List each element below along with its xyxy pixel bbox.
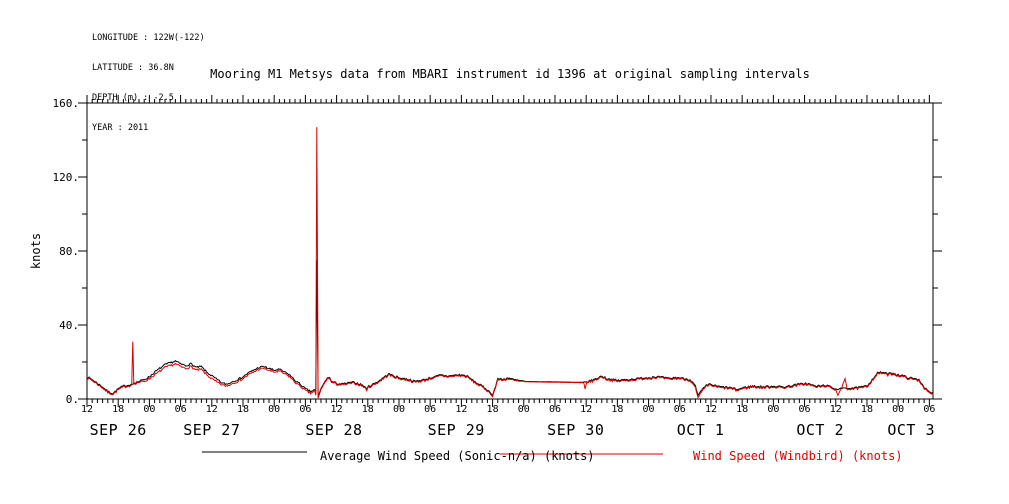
x-hour-tick-label: 00 <box>143 404 156 415</box>
x-hour-tick-label: 06 <box>299 404 312 415</box>
x-hour-tick-label: 06 <box>174 404 187 415</box>
x-hour-tick-label: 18 <box>860 404 873 415</box>
x-hour-tick-label: 00 <box>268 404 281 415</box>
plot-border <box>86 102 934 400</box>
x-hour-tick-label: 06 <box>548 404 561 415</box>
x-hour-tick-label: 06 <box>673 404 686 415</box>
x-hour-tick-label: 18 <box>611 404 624 415</box>
x-hour-tick-label: 18 <box>361 404 374 415</box>
x-date-label: SEP 29 <box>427 421 485 439</box>
legend-label-sonic: Average Wind Speed (Sonic-n/a) (knots) <box>320 449 595 463</box>
series-line-windbird <box>86 127 934 399</box>
x-hour-tick-label: 06 <box>923 404 936 415</box>
y-tick-label: 80. <box>59 245 79 258</box>
info-latitude: LATITUDE : 36.8N <box>92 63 174 73</box>
x-hour-tick-label: 12 <box>455 404 468 415</box>
x-hour-tick-label: 00 <box>892 404 905 415</box>
y-tick-label: 40. <box>59 319 79 332</box>
x-hour-tick-label: 00 <box>767 404 780 415</box>
x-hour-tick-label: 12 <box>580 404 593 415</box>
y-tick-label: 0. <box>65 393 79 406</box>
info-depth: DEPTH (m) : -2.5 <box>92 93 174 103</box>
x-date-label: OCT 3 <box>887 421 935 439</box>
y-tick-label: 160. <box>52 97 80 110</box>
x-hour-tick-label: 00 <box>517 404 530 415</box>
x-hour-tick-label: 18 <box>112 404 125 415</box>
station-info-block: LONGITUDE : 122W(-122) LATITUDE : 36.8N … <box>92 13 205 153</box>
info-year: YEAR : 2011 <box>92 123 149 133</box>
x-hour-tick-label: 00 <box>642 404 655 415</box>
x-date-label: SEP 27 <box>183 421 241 439</box>
x-hour-tick-label: 12 <box>330 404 343 415</box>
info-longitude: LONGITUDE : 122W(-122) <box>92 33 205 43</box>
x-hour-tick-label: 06 <box>424 404 437 415</box>
x-hour-tick-label: 06 <box>798 404 811 415</box>
x-hour-tick-label: 18 <box>736 404 749 415</box>
x-date-label: OCT 2 <box>796 421 844 439</box>
x-hour-tick-label: 18 <box>236 404 249 415</box>
x-hour-tick-label: 12 <box>205 404 218 415</box>
x-date-label: SEP 26 <box>89 421 147 439</box>
x-hour-tick-label: 00 <box>392 404 405 415</box>
x-date-label: OCT 1 <box>676 421 725 439</box>
legend-label-windbird: Wind Speed (Windbird) (knots) <box>693 449 903 463</box>
x-date-label: SEP 30 <box>547 421 605 439</box>
series-line-sonic <box>86 260 934 397</box>
x-date-label: SEP 28 <box>305 421 363 439</box>
chart-title: Mooring M1 Metsys data from MBARI instru… <box>210 67 810 81</box>
x-hour-tick-label: 12 <box>704 404 717 415</box>
y-tick-label: 120. <box>52 171 80 184</box>
x-hour-tick-label: 12 <box>80 404 94 415</box>
x-hour-tick-label: 18 <box>486 404 499 415</box>
x-hour-tick-label: 12 <box>829 404 842 415</box>
